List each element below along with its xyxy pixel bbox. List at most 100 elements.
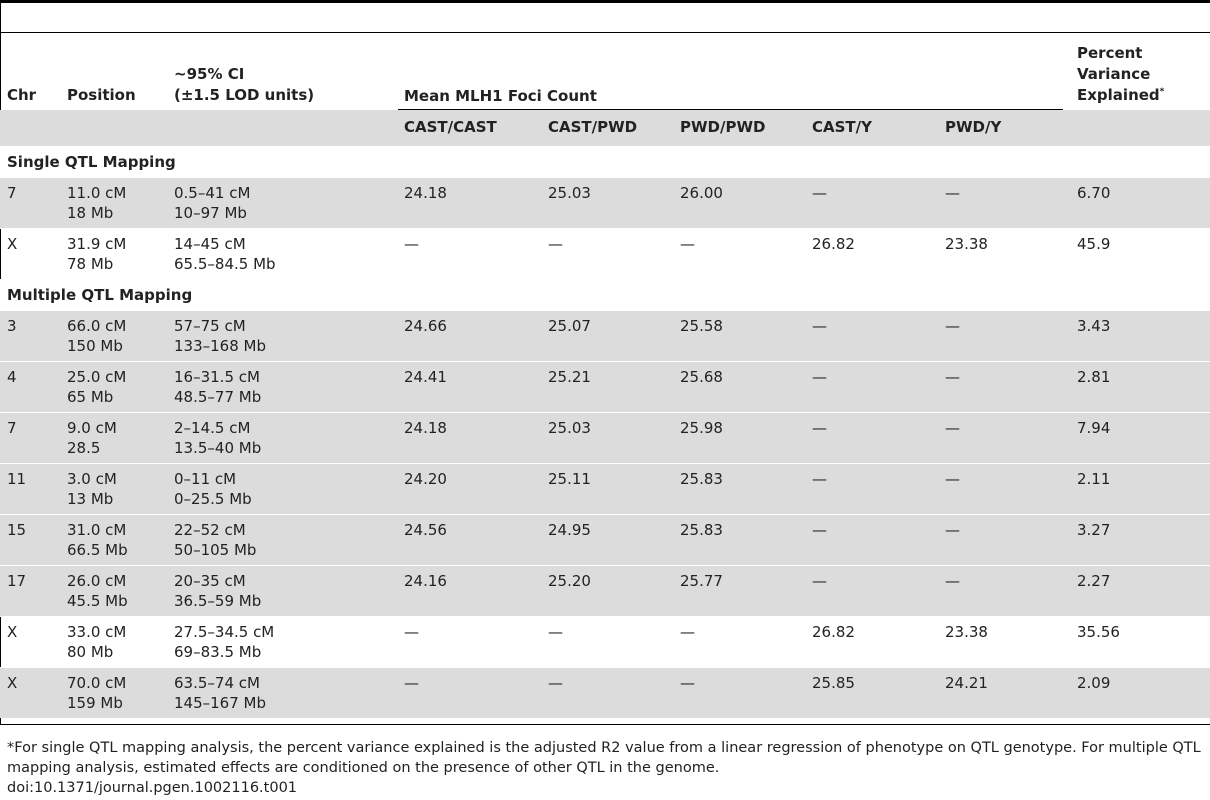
ci-cm: 63.5–74 cM xyxy=(174,674,260,692)
cell-pwd-pwd: — xyxy=(680,235,695,253)
cell-cast-cast: 24.56 xyxy=(404,521,447,539)
cell-ci: 0.5–41 cM 10–97 Mb xyxy=(174,183,250,223)
col-header-chr: Chr xyxy=(7,86,37,104)
cell-pwd-pwd: 26.00 xyxy=(680,184,723,202)
cell-cast-pwd: 25.20 xyxy=(548,572,591,590)
position-mb: 80 Mb xyxy=(67,643,114,661)
cell-position: 31.0 cM 66.5 Mb xyxy=(67,520,128,560)
position-mb: 78 Mb xyxy=(67,255,114,273)
table-row: X 31.9 cM 78 Mb 14–45 cM 65.5–84.5 Mb — — … xyxy=(0,228,1210,279)
cell-cast-cast: 24.18 xyxy=(404,419,447,437)
section-heading: Multiple QTL Mapping xyxy=(0,279,1210,310)
col-header-pwd-pwd: PWD/PWD xyxy=(680,118,766,136)
cell-position: 3.0 cM 13 Mb xyxy=(67,469,117,509)
cell-cast-pwd: 25.21 xyxy=(548,368,591,386)
cell-cast-y: — xyxy=(812,470,827,488)
position-cm: 26.0 cM xyxy=(67,572,127,590)
ci-cm: 57–75 cM xyxy=(174,317,246,335)
genotype-header-row xyxy=(0,110,1210,146)
ci-mb: 133–168 Mb xyxy=(174,337,266,355)
cell-cast-pwd: 25.11 xyxy=(548,470,591,488)
cell-cast-pwd: 25.03 xyxy=(548,419,591,437)
cell-pwd-y: — xyxy=(945,419,960,437)
ci-cm: 2–14.5 cM xyxy=(174,419,251,437)
position-cm: 33.0 cM xyxy=(67,623,127,641)
ci-cm: 20–35 cM xyxy=(174,572,246,590)
col-header-cast-pwd: CAST/PWD xyxy=(548,118,638,136)
position-cm: 66.0 cM xyxy=(67,317,127,335)
cell-position: 9.0 cM 28.5 xyxy=(67,418,117,458)
cell-percent-variance: 7.94 xyxy=(1077,419,1111,437)
cell-cast-y: — xyxy=(812,317,827,335)
position-cm: 31.9 cM xyxy=(67,235,127,253)
col-header-pv-line2: Variance xyxy=(1077,65,1151,83)
mean-foci-rule xyxy=(398,109,1063,110)
cell-pwd-pwd: 25.83 xyxy=(680,521,723,539)
cell-position: 25.0 cM 65 Mb xyxy=(67,367,126,407)
cell-pwd-pwd: 25.58 xyxy=(680,317,723,335)
position-cm: 9.0 cM xyxy=(67,419,117,437)
cell-cast-cast: — xyxy=(404,235,419,253)
cell-percent-variance: 6.70 xyxy=(1077,184,1111,202)
ci-cm: 14–45 cM xyxy=(174,235,246,253)
cell-percent-variance: 3.27 xyxy=(1077,521,1111,539)
cell-pwd-pwd: 25.98 xyxy=(680,419,723,437)
cell-position: 26.0 cM 45.5 Mb xyxy=(67,571,128,611)
cell-pwd-y: — xyxy=(945,184,960,202)
cell-pwd-y: 23.38 xyxy=(945,235,988,253)
table-row: 7 9.0 cM 28.5 2–14.5 cM 13.5–40 Mb 24.18 2… xyxy=(0,412,1210,463)
doi-text: doi:10.1371/journal.pgen.1002116.t001 xyxy=(7,780,298,796)
col-header-ci-line2: (±1.5 LOD units) xyxy=(174,86,315,104)
position-cm: 31.0 cM xyxy=(67,521,127,539)
cell-chr: X xyxy=(7,235,18,253)
section-title: Single QTL Mapping xyxy=(7,153,176,171)
cell-cast-y: — xyxy=(812,368,827,386)
ci-mb: 13.5–40 Mb xyxy=(174,439,262,457)
ci-cm: 16–31.5 cM xyxy=(174,368,260,386)
col-header-cast-y: CAST/Y xyxy=(812,118,872,136)
cell-position: 66.0 cM 150 Mb xyxy=(67,316,126,356)
cell-cast-cast: 24.66 xyxy=(404,317,447,335)
table-row: X 70.0 cM 159 Mb 63.5–74 cM 145–167 Mb — —… xyxy=(0,667,1210,718)
cell-percent-variance: 2.81 xyxy=(1077,368,1111,386)
cell-cast-y: — xyxy=(812,419,827,437)
cell-cast-cast: — xyxy=(404,674,419,692)
cell-chr: 4 xyxy=(7,368,17,386)
col-header-pv-line1: Percent xyxy=(1077,44,1143,62)
cell-ci: 57–75 cM 133–168 Mb xyxy=(174,316,266,356)
cell-cast-y: 25.85 xyxy=(812,674,855,692)
table-row: X 33.0 cM 80 Mb 27.5–34.5 cM 69–83.5 Mb — … xyxy=(0,616,1210,667)
cell-pwd-y: — xyxy=(945,572,960,590)
cell-pwd-pwd: — xyxy=(680,623,695,641)
cell-chr: X xyxy=(7,623,18,641)
col-header-mean-foci: Mean MLH1 Foci Count xyxy=(404,87,597,105)
cell-cast-pwd: — xyxy=(548,674,563,692)
cell-cast-cast: 24.20 xyxy=(404,470,447,488)
cell-cast-pwd: — xyxy=(548,623,563,641)
cell-pwd-y: — xyxy=(945,521,960,539)
ci-mb: 145–167 Mb xyxy=(174,694,266,712)
position-cm: 3.0 cM xyxy=(67,470,117,488)
position-mb: 65 Mb xyxy=(67,388,114,406)
col-header-ci-line1: ~95% CI xyxy=(174,65,245,83)
col-header-position: Position xyxy=(67,86,136,104)
position-cm: 11.0 cM xyxy=(67,184,127,202)
cell-pwd-y: — xyxy=(945,368,960,386)
cell-chr: 17 xyxy=(7,572,27,590)
cell-chr: 3 xyxy=(7,317,17,335)
table-footnote: *For single QTL mapping analysis, the pe… xyxy=(7,740,1201,776)
cell-percent-variance: 2.27 xyxy=(1077,572,1111,590)
ci-cm: 27.5–34.5 cM xyxy=(174,623,275,641)
ci-mb: 36.5–59 Mb xyxy=(174,592,262,610)
cell-pwd-pwd: 25.83 xyxy=(680,470,723,488)
cell-chr: 11 xyxy=(7,470,27,488)
cell-ci: 22–52 cM 50–105 Mb xyxy=(174,520,256,560)
col-header-cast-cast: CAST/CAST xyxy=(404,118,497,136)
cell-percent-variance: 45.9 xyxy=(1077,235,1111,253)
ci-cm: 0.5–41 cM xyxy=(174,184,251,202)
cell-cast-pwd: 24.95 xyxy=(548,521,591,539)
cell-ci: 2–14.5 cM 13.5–40 Mb xyxy=(174,418,261,458)
header-rule xyxy=(0,32,1210,33)
cell-percent-variance: 35.56 xyxy=(1077,623,1120,641)
cell-pwd-y: — xyxy=(945,317,960,335)
